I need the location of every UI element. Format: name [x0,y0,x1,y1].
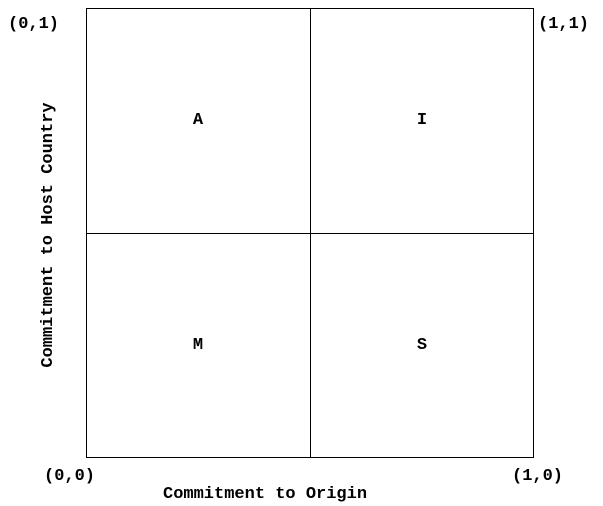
x-axis-label: Commitment to Origin [163,485,368,504]
quadrant-top-right-label: I [416,111,428,130]
corner-label-bottom-right: (1,0) [512,467,564,486]
quadrant-bottom-left-label: M [192,336,204,355]
corner-label-top-left: (0,1) [8,15,60,34]
corner-label-top-right: (1,1) [538,15,590,34]
quadrant-bottom-right-label: S [416,336,428,355]
y-axis-label: Commitment to Host Country [39,102,58,368]
corner-label-bottom-left: (0,0) [44,467,96,486]
horizontal-divider [86,233,534,234]
quadrant-top-left-label: A [192,111,204,130]
